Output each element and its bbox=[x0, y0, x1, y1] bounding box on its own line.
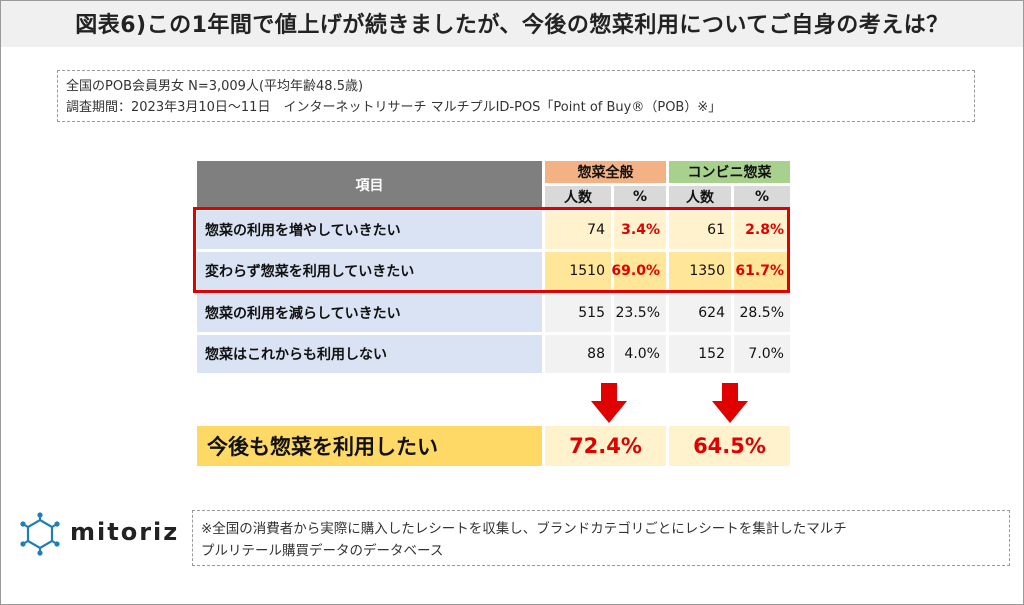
survey-sample-line: 全国のPOB会員男女 N=3,009人(平均年齢48.5歳) bbox=[66, 79, 364, 94]
summary-value-sozai: 72.4% bbox=[545, 426, 666, 466]
logo-text: mitoriz bbox=[70, 518, 180, 546]
cell-sozai-pct-increase: 3.4% bbox=[614, 211, 666, 249]
cell-conv-count-increase: 61 bbox=[669, 211, 731, 249]
cell-sozai-count-never: 88 bbox=[545, 335, 611, 373]
down-arrow-icon bbox=[712, 383, 748, 423]
summary-value-convenience: 64.5% bbox=[669, 426, 790, 466]
down-arrow-icon bbox=[591, 383, 627, 423]
cell-conv-count-never: 152 bbox=[669, 335, 731, 373]
table-header-sozai: 惣菜全般 bbox=[545, 161, 666, 183]
subheader-conv-count: 人数 bbox=[669, 186, 731, 208]
cell-conv-pct-never: 7.0% bbox=[734, 335, 790, 373]
cell-sozai-count-same: 1510 bbox=[545, 252, 611, 290]
title-bar: 図表6)この1年間で値上げが続きましたが、今後の惣菜利用についてご自身の考えは？ bbox=[1, 1, 1023, 47]
table-header-item: 項目 bbox=[197, 161, 542, 208]
cell-sozai-pct-same: 69.0% bbox=[611, 252, 666, 290]
summary-label: 今後も惣菜を利用したい bbox=[197, 426, 542, 466]
subheader-sozai-count: 人数 bbox=[545, 186, 611, 208]
cell-sozai-pct-never: 4.0% bbox=[614, 335, 666, 373]
highlight-frame bbox=[193, 207, 790, 293]
mitoriz-logo-icon bbox=[20, 512, 60, 556]
cell-sozai-count-increase: 74 bbox=[545, 211, 611, 249]
cell-sozai-pct-decrease: 23.5% bbox=[614, 294, 666, 332]
cell-sozai-count-decrease: 515 bbox=[545, 294, 611, 332]
row-label-never: 惣菜はこれからも利用しない bbox=[197, 335, 542, 373]
table-header-convenience: コンビニ惣菜 bbox=[669, 161, 790, 183]
survey-info-box: 全国のPOB会員男女 N=3,009人(平均年齢48.5歳) 調査期間：2023… bbox=[57, 70, 975, 122]
cell-conv-pct-increase: 2.8% bbox=[734, 211, 790, 249]
row-label-same: 変わらず惣菜を利用していきたい bbox=[197, 252, 542, 290]
cell-conv-count-same: 1350 bbox=[669, 252, 731, 290]
cell-conv-pct-decrease: 28.5% bbox=[734, 294, 790, 332]
subheader-sozai-pct: % bbox=[614, 186, 666, 208]
footnote-line-2: プルリテール購買データのデータベース bbox=[201, 543, 444, 559]
footnote-line-1: ※全国の消費者から実際に購入したレシートを収集し、ブランドカテゴリごとにレシート… bbox=[201, 521, 847, 537]
subheader-conv-pct: % bbox=[734, 186, 790, 208]
row-label-increase: 惣菜の利用を増やしていきたい bbox=[197, 211, 542, 249]
row-label-decrease: 惣菜の利用を減らしていきたい bbox=[197, 294, 542, 332]
survey-period-line: 調査期間：2023年3月10日～11日 インターネットリサーチ マルチプルID-… bbox=[66, 100, 722, 115]
company-logo: mitoriz bbox=[18, 512, 188, 560]
cell-conv-pct-same: 61.7% bbox=[734, 252, 790, 290]
footnote-box: ※全国の消費者から実際に購入したレシートを収集し、ブランドカテゴリごとにレシート… bbox=[192, 510, 1010, 566]
page-title: 図表6)この1年間で値上げが続きましたが、今後の惣菜利用についてご自身の考えは？ bbox=[75, 13, 949, 38]
cell-conv-count-decrease: 624 bbox=[669, 294, 731, 332]
